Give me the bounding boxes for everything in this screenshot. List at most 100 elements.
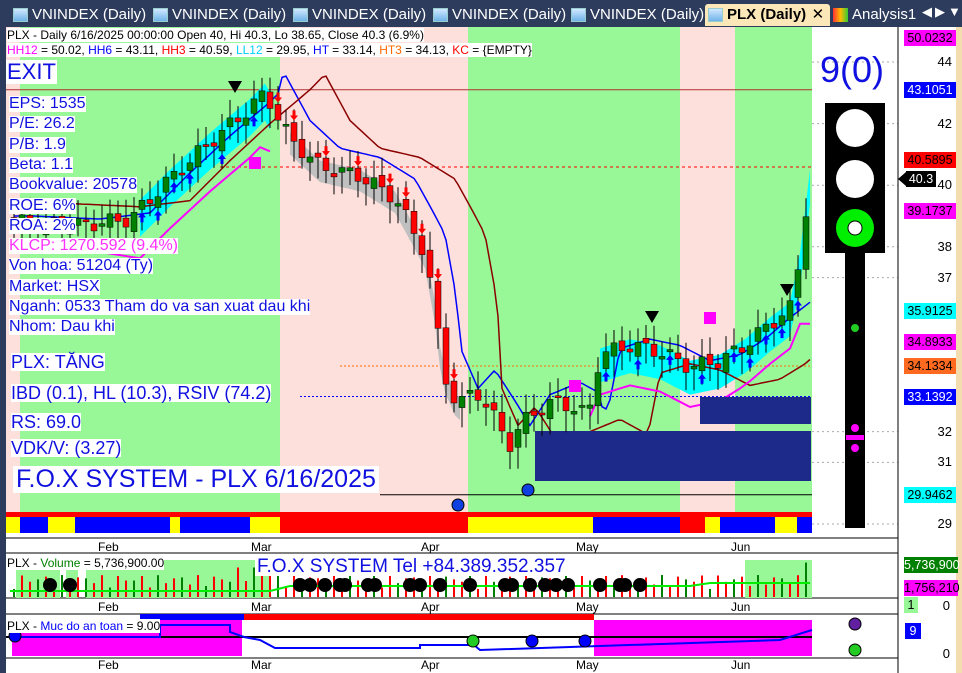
signal-strip-segment <box>6 517 20 533</box>
month-label: Feb <box>98 600 119 614</box>
indicator-key: LL12 <box>235 43 263 57</box>
signal-strip-segment <box>775 517 797 533</box>
month-label: Feb <box>98 658 119 672</box>
scrollbar[interactable] <box>956 27 962 673</box>
candle <box>194 145 202 168</box>
price-tag: 40.5895 <box>904 152 956 168</box>
tab-vnindex-1[interactable]: VNINDEX (Daily) <box>10 4 146 26</box>
left-edge <box>0 27 6 673</box>
candle <box>114 213 122 222</box>
tab-vnindex-2[interactable]: VNINDEX (Daily) <box>150 4 286 26</box>
tab-vnindex-3[interactable]: VNINDEX (Daily) <box>290 4 426 26</box>
candle <box>442 327 450 385</box>
candle <box>122 217 130 228</box>
score-label: 9(0) <box>820 49 885 90</box>
volume-dot-icon <box>413 578 427 592</box>
volume-avg-tag: 1,756,210 <box>904 580 960 596</box>
buy-arrow-icon <box>138 212 146 223</box>
volume-dot-icon <box>63 578 77 592</box>
volume-dot-icon <box>633 578 647 592</box>
candle <box>658 356 666 360</box>
signal-strip-segment <box>593 517 680 533</box>
candle <box>674 352 682 359</box>
support-zone <box>700 397 811 424</box>
signal-strip-segment <box>20 517 48 533</box>
candle <box>586 404 594 409</box>
month-label: Jun <box>731 658 751 672</box>
price-tick: 31 <box>937 454 952 470</box>
tab-analysis[interactable]: Analysis1 <box>830 4 916 26</box>
signal-square-icon <box>569 380 581 392</box>
price-tag: 34.1334 <box>904 357 956 374</box>
price-tick: 38 <box>937 238 952 254</box>
candle <box>594 372 602 407</box>
candle <box>602 351 610 369</box>
month-label: Feb <box>98 540 119 554</box>
candle <box>258 90 266 102</box>
fundamental-item: P/B: 1.9 <box>9 135 66 153</box>
candle <box>386 185 394 203</box>
candle <box>618 340 626 352</box>
signal-strip-segment <box>250 517 280 533</box>
traffic-light-pole <box>845 253 865 528</box>
signal-strip-segment <box>720 517 775 533</box>
candle <box>490 402 498 411</box>
close-icon[interactable]: ✕ <box>811 6 825 23</box>
price-tag: 50.0232 <box>904 30 956 46</box>
fundamental-item: ROE: 6% <box>9 196 76 214</box>
candle <box>666 349 674 353</box>
signal-strip <box>6 512 812 517</box>
volume-axis-zero: 0 <box>942 598 950 613</box>
fundamental-item: ROA: 2% <box>9 216 76 234</box>
candle <box>170 171 178 180</box>
fundamental-item: P/E: 26.2 <box>9 115 75 133</box>
candle <box>610 342 618 357</box>
tab-vnindex-5[interactable]: VNINDEX (Daily) <box>568 4 704 26</box>
indicator-value: = {EMPTY} <box>468 43 532 57</box>
signal-strip-segment <box>170 517 180 533</box>
month-label: Apr <box>421 600 440 614</box>
light-red-off <box>836 109 874 147</box>
candle <box>458 396 466 408</box>
buy-arrow-icon <box>154 210 162 221</box>
candle <box>98 223 106 227</box>
indicator-value: = 29.95, <box>262 43 314 57</box>
peak-marker-icon <box>780 284 794 296</box>
signal-strip-segment <box>48 517 75 533</box>
safety-axis-zero: 0 <box>942 646 950 661</box>
price-tag: 34.8933 <box>904 334 956 351</box>
tab-plx[interactable]: PLX (Daily) ✕ <box>705 4 831 26</box>
price-tick: 37 <box>937 269 952 285</box>
candle <box>242 117 250 126</box>
candle <box>394 203 402 207</box>
buy-arrow-icon <box>250 116 258 127</box>
buy-arrow-icon <box>730 352 738 363</box>
month-label: Mar <box>251 658 272 672</box>
fundamental-item: Nganh: 0533 Tham do va san xuat dau khi <box>9 298 311 315</box>
safety-strip <box>140 614 244 620</box>
sell-arrow-icon <box>274 92 282 103</box>
buy-arrow-icon <box>634 359 642 370</box>
candle <box>786 300 794 321</box>
candle <box>90 223 98 232</box>
candle <box>426 249 434 278</box>
hh-line <box>14 75 811 427</box>
sell-arrow-icon <box>402 187 410 198</box>
volume-dot-icon <box>618 578 632 592</box>
indicator-key: HT3 <box>379 43 402 57</box>
safety-dot-icon <box>525 634 539 648</box>
safety-dot-icon <box>848 617 862 631</box>
tab-scroll-left-icon[interactable]: ◀ <box>922 4 932 19</box>
fundamental-item: Market: HSX <box>9 277 100 295</box>
peak-marker-icon <box>645 311 659 323</box>
tab-menu-icon[interactable]: ▼ <box>948 4 961 19</box>
tab-vnindex-4[interactable]: VNINDEX (Daily) <box>430 4 566 26</box>
candle <box>402 199 410 211</box>
rs-label: RS: 69.0 <box>11 412 82 432</box>
tab-scroll-right-icon[interactable]: ▶ <box>935 4 945 19</box>
sell-arrow-icon <box>418 223 426 234</box>
candle <box>762 323 770 332</box>
signal-strip-segment <box>705 517 720 533</box>
candle <box>746 345 754 355</box>
